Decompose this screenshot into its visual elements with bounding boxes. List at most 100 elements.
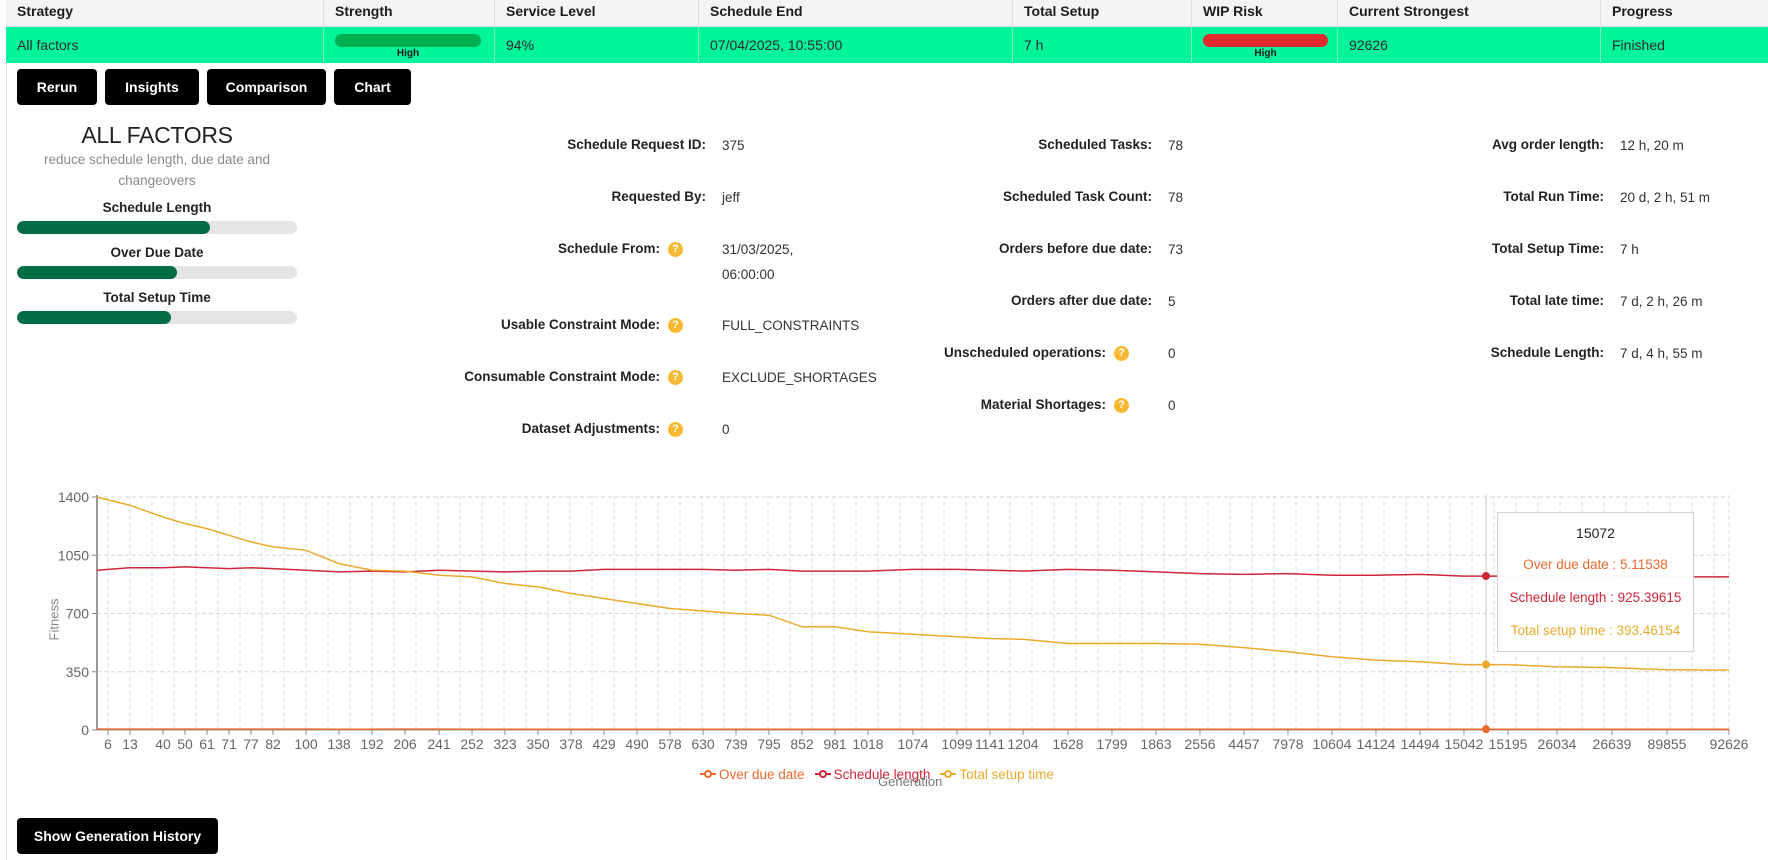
x-tick-label: 40	[155, 736, 171, 752]
help-icon[interactable]: ?	[668, 318, 683, 333]
legend-label: Over due date	[719, 766, 805, 782]
x-tick-label: 71	[221, 736, 237, 752]
help-icon[interactable]: ?	[1114, 398, 1129, 413]
series-line-schedule-length[interactable]	[96, 566, 1729, 578]
detail-label-text: Scheduled Task Count:	[1002, 189, 1152, 204]
x-tick-label: 26639	[1593, 736, 1632, 752]
column-header[interactable]: Current Strongest	[1337, 0, 1600, 26]
detail-value: 12 h, 20 m	[1620, 133, 1684, 158]
help-icon[interactable]: ?	[668, 422, 683, 437]
tooltip-schedule-length: Schedule length : 925.39615	[1509, 590, 1682, 605]
cell-strength: High	[323, 27, 494, 63]
detail-value-text: 0	[722, 422, 730, 437]
detail-label: Schedule From:?	[558, 241, 683, 257]
detail-value-text: 78	[1168, 190, 1184, 205]
help-icon[interactable]: ?	[1114, 346, 1129, 361]
legend-schedule-length[interactable]: Schedule length	[814, 766, 931, 782]
legend-over-due-date[interactable]: Over due date	[700, 767, 805, 782]
detail-value-text: 0	[1168, 398, 1176, 413]
detail-value: 5	[1168, 289, 1176, 314]
detail-label: Total Run Time:	[1503, 189, 1604, 204]
comparison-button[interactable]: Comparison	[207, 69, 326, 105]
legend-label: Schedule length	[833, 766, 931, 782]
detail-value-text-line2: 06:00:00	[722, 267, 775, 282]
detail-label: Dataset Adjustments:?	[522, 421, 683, 437]
legend-total-setup-time[interactable]: Total setup time	[940, 767, 1054, 782]
tooltip-total-setup-time: Total setup time : 393.46154	[1510, 623, 1681, 638]
detail-value-text: 31/03/2025,	[722, 242, 794, 257]
table-header: Strategy Strength Service Level Schedule En…	[6, 0, 1768, 27]
cell-current-strongest: 92626	[1337, 27, 1600, 63]
factor-label-total-setup-time: Total Setup Time	[103, 290, 211, 305]
column-header-label: Total Setup	[1024, 3, 1100, 19]
strategy-name: All factors	[17, 37, 79, 53]
x-tick-label: 578	[658, 736, 682, 752]
column-header[interactable]: Total Setup	[1012, 0, 1191, 26]
detail-label-text: Avg order length:	[1491, 137, 1604, 152]
x-tick-label: 15195	[1489, 736, 1528, 752]
x-tick-label: 630	[691, 736, 715, 752]
detail-value-text: 375	[722, 138, 745, 153]
x-tick-label: 92626	[1710, 736, 1749, 752]
x-tick-label: 1074	[897, 736, 928, 752]
legend-label: Total setup time	[959, 766, 1054, 782]
rerun-button[interactable]: Rerun	[17, 69, 97, 105]
column-header[interactable]: Strength	[323, 0, 494, 26]
detail-value-text: EXCLUDE_SHORTAGES	[722, 370, 877, 385]
x-tick-label: 50	[177, 736, 193, 752]
y-tick-label: 1050	[58, 547, 89, 563]
detail-value: FULL_CONSTRAINTS	[722, 313, 859, 338]
show-generation-history-button[interactable]: Show Generation History	[17, 818, 218, 854]
help-icon[interactable]: ?	[668, 242, 683, 257]
help-icon[interactable]: ?	[668, 370, 683, 385]
factor-bar-over-due-date	[17, 266, 297, 279]
detail-label: Total late time:	[1510, 293, 1604, 308]
x-tick-label: 14494	[1401, 736, 1440, 752]
column-header[interactable]: WIP Risk	[1191, 0, 1337, 26]
column-header-label: Progress	[1612, 3, 1673, 19]
x-tick-label: 14124	[1357, 736, 1396, 752]
detail-label-text: Orders after due date:	[1010, 293, 1152, 308]
detail-value-text: 20 d, 2 h, 51 m	[1620, 190, 1711, 205]
column-header[interactable]: Strategy	[6, 0, 323, 26]
detail-value-text: 73	[1168, 242, 1184, 257]
chart-button[interactable]: Chart	[334, 69, 411, 105]
column-header[interactable]: Progress	[1600, 0, 1768, 26]
detail-label-text: Consumable Constraint Mode:	[464, 369, 660, 384]
series-line-total-setup-time[interactable]	[96, 496, 1730, 671]
detail-value: 0	[1168, 393, 1176, 418]
x-tick-label: 1018	[852, 736, 883, 752]
y-tick-label: 700	[66, 606, 90, 622]
total-setup-value: 7 h	[1024, 37, 1044, 53]
detail-value: 0	[1168, 341, 1176, 366]
x-tick-label: 350	[526, 736, 550, 752]
column-header-label: Strength	[335, 3, 393, 19]
fitness-line-chart[interactable]: 0 350 700 1050 1400 6 13 40 50 61 71 77 82 100 138 192 2…	[0, 480, 1768, 790]
column-header-label: Strategy	[17, 3, 74, 19]
x-tick-label: 138	[327, 736, 351, 752]
table-row-all-factors[interactable]: All factors High 94% 07/04/2025, 10:55:0…	[6, 27, 1768, 63]
column-header-label: Current Strongest	[1349, 3, 1469, 19]
legend-marker-icon	[814, 770, 831, 778]
detail-value: 7 d, 4 h, 55 m	[1620, 341, 1703, 366]
insights-button[interactable]: Insights	[105, 69, 199, 105]
detail-value-text: 0	[1168, 346, 1176, 361]
detail-label-text: Schedule Request ID:	[567, 137, 706, 152]
detail-value-text: jeff	[722, 190, 740, 205]
x-tick-label: 100	[294, 736, 318, 752]
x-tick-label: 13	[122, 736, 138, 752]
x-tick-label: 77	[243, 736, 259, 752]
cell-progress: Finished	[1600, 27, 1768, 63]
detail-label-text: Dataset Adjustments:	[521, 421, 660, 436]
cell-wip-risk: High	[1191, 27, 1337, 63]
column-header[interactable]: Schedule End	[698, 0, 1012, 26]
column-header[interactable]: Service Level	[494, 0, 698, 26]
detail-label: Unscheduled operations:?	[944, 345, 1129, 361]
x-tick-label: 4457	[1228, 736, 1259, 752]
detail-label-text: Schedule Length:	[1490, 345, 1604, 360]
detail-value: 78	[1168, 133, 1183, 158]
x-tick-label: 6	[104, 736, 112, 752]
page-left-border	[6, 63, 7, 860]
x-tick-label: 241	[427, 736, 451, 752]
detail-label-text: Usable Constraint Mode:	[500, 317, 660, 332]
